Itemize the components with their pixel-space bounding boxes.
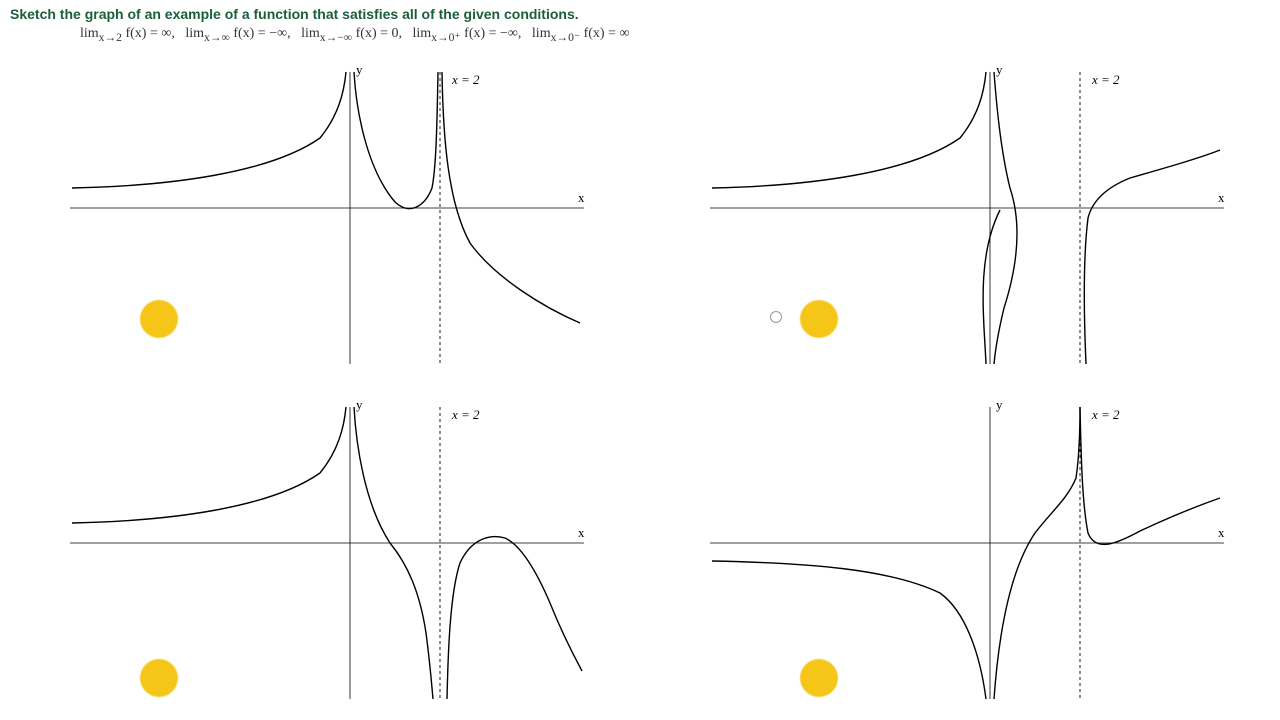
svg-text:x = 2: x = 2	[451, 72, 480, 87]
svg-text:x: x	[1218, 190, 1225, 205]
svg-text:x = 2: x = 2	[451, 407, 480, 422]
option-a[interactable]: y x x = 2	[0, 46, 640, 381]
svg-text:x: x	[578, 525, 585, 540]
svg-text:y: y	[356, 397, 363, 412]
svg-text:x: x	[578, 190, 585, 205]
svg-text:y: y	[356, 62, 363, 77]
option-c[interactable]: y x x = 2	[0, 381, 640, 716]
svg-text:x = 2: x = 2	[1091, 72, 1120, 87]
answer-grid: y x x = 2 y x x = 2 y x x = 2 y x x = 2	[0, 46, 1280, 716]
svg-text:y: y	[996, 397, 1003, 412]
svg-text:x: x	[1218, 525, 1225, 540]
limit-conditions: limx→2 f(x) = ∞, limx→∞ f(x) = −∞, limx→…	[10, 26, 1270, 44]
svg-text:y: y	[996, 62, 1003, 77]
option-b[interactable]: y x x = 2	[640, 46, 1280, 381]
svg-text:x = 2: x = 2	[1091, 407, 1120, 422]
option-d[interactable]: y x x = 2	[640, 381, 1280, 716]
question-text: Sketch the graph of an example of a func…	[10, 6, 1270, 22]
